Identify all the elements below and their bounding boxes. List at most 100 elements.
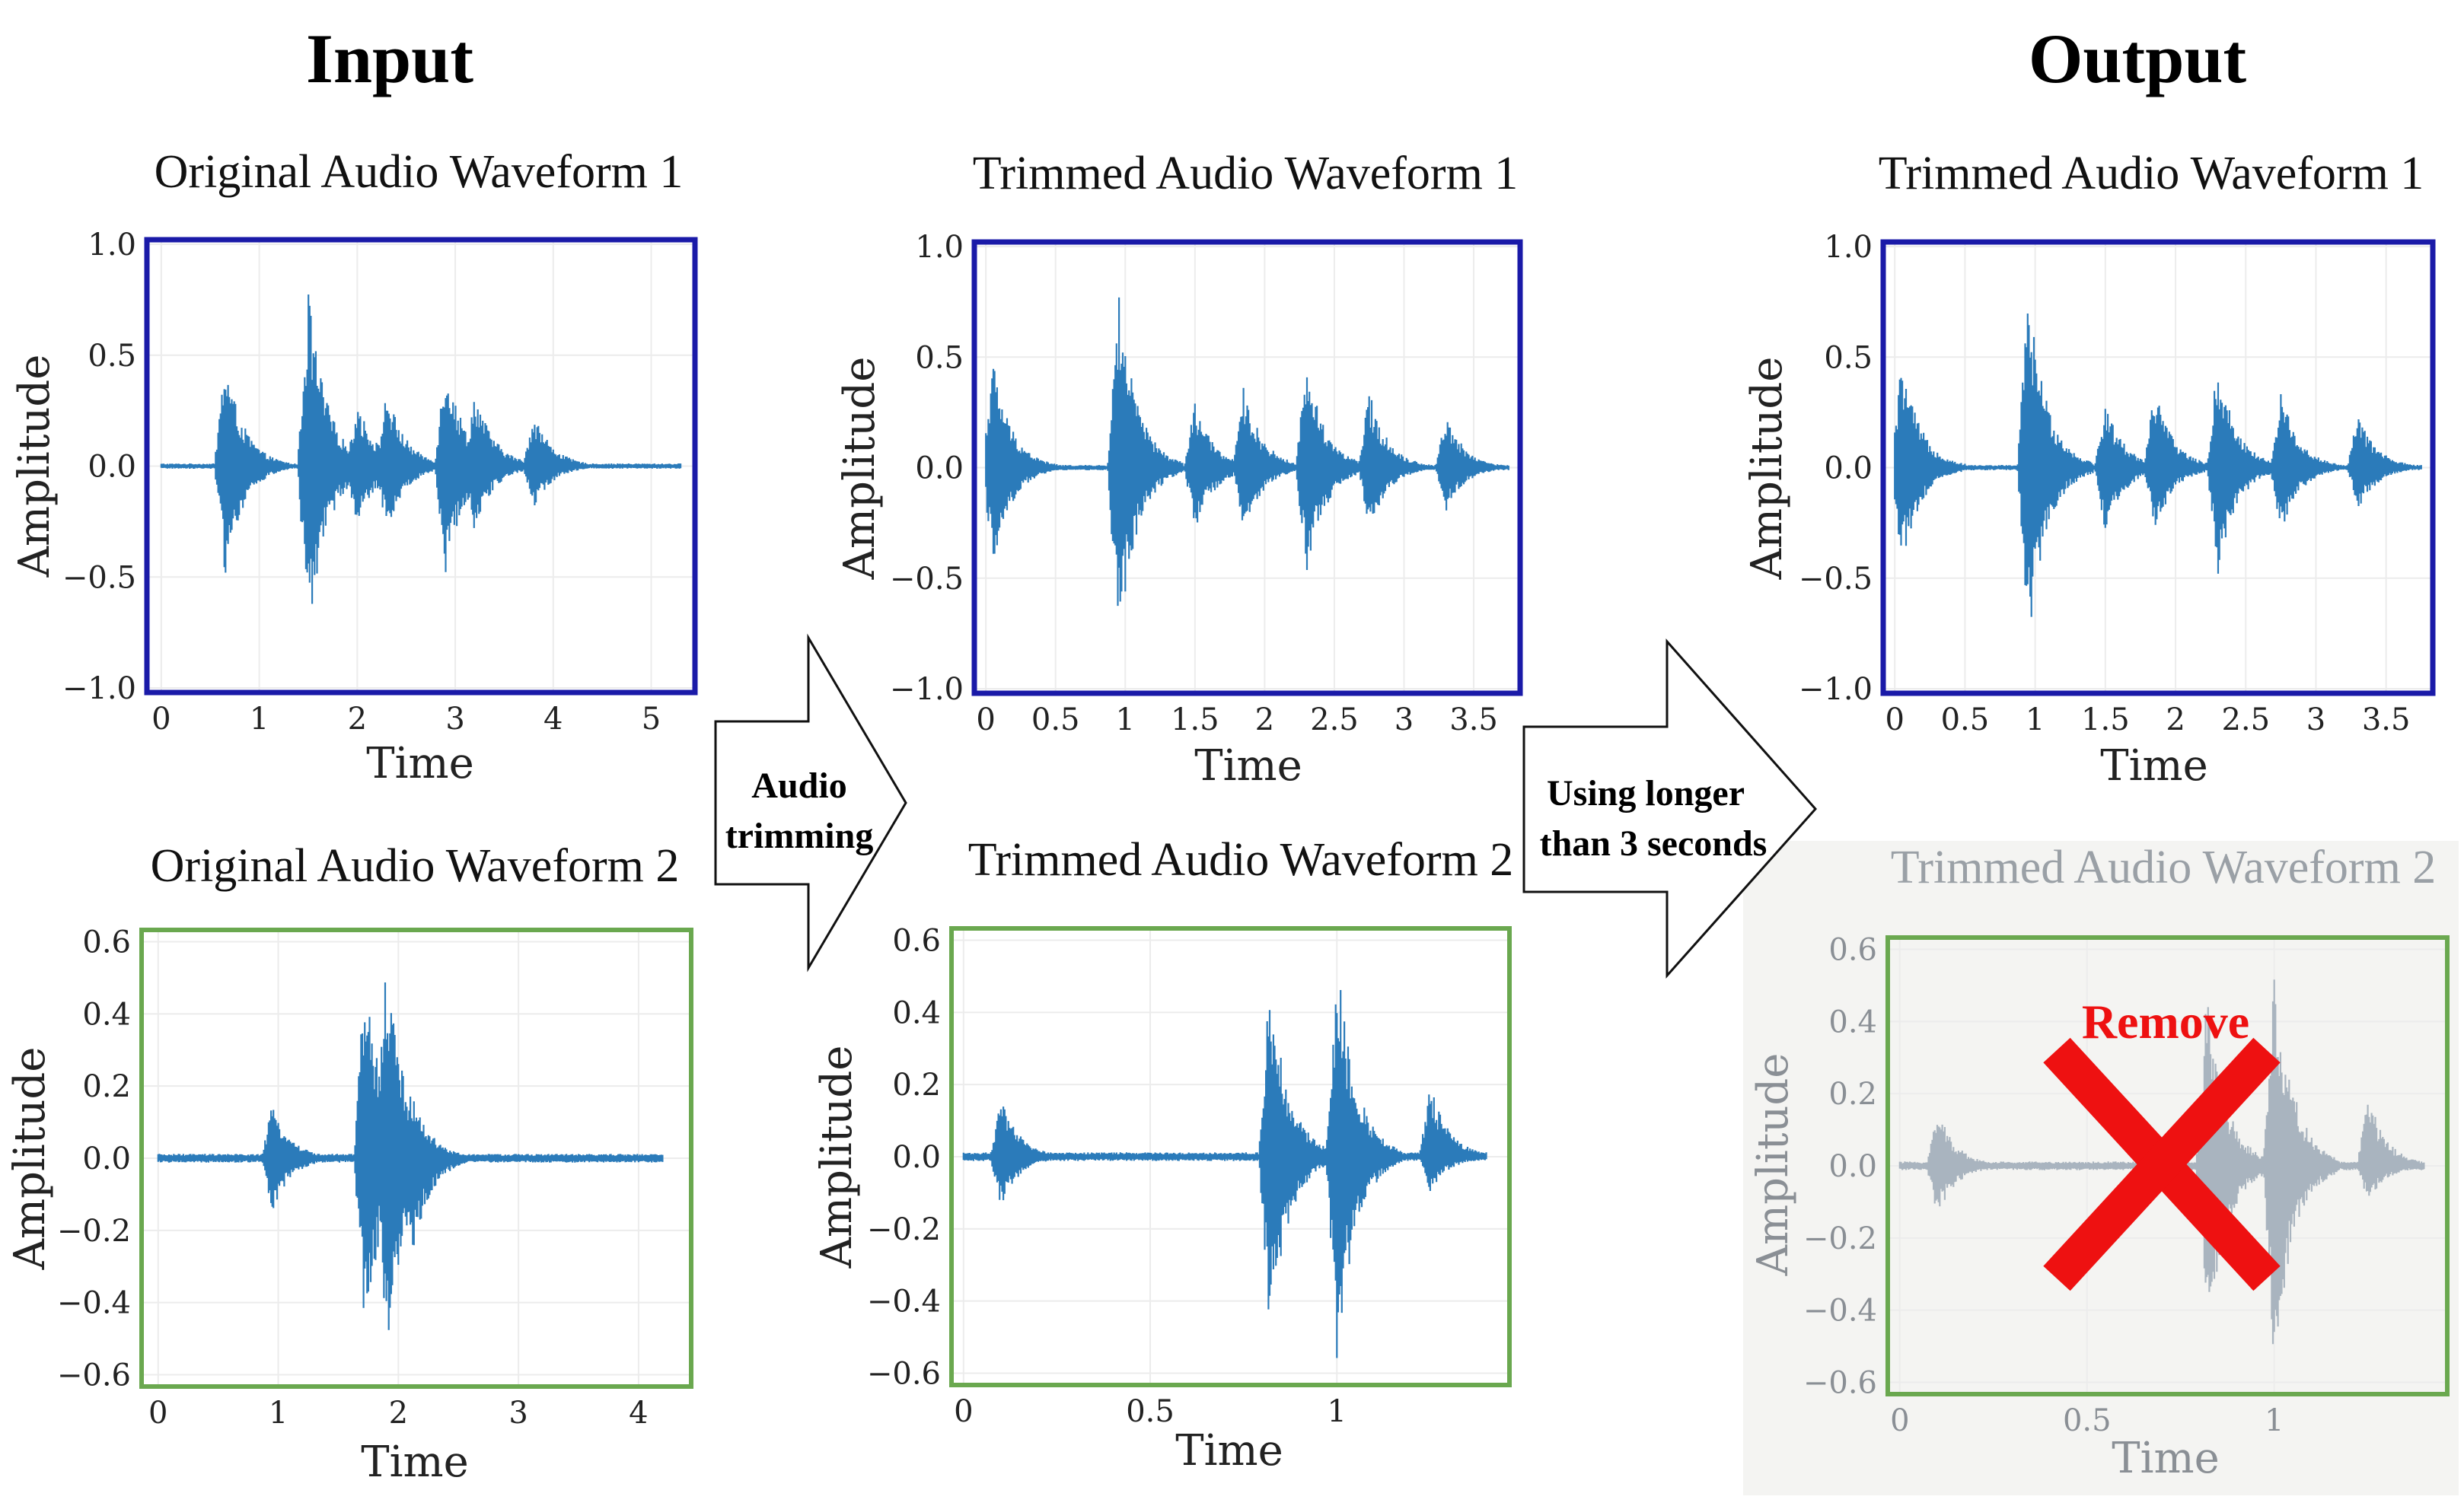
y-tick-label: −0.4 — [867, 1285, 941, 1320]
x-axis-ticks: 0 0.5 1 1.5 2 2.5 3 3.5 — [976, 702, 1497, 737]
y-axis-label: Amplitude — [5, 1047, 55, 1271]
waveform — [962, 990, 1487, 1358]
waveform — [985, 297, 1509, 607]
x-tick-label: 2 — [1255, 702, 1274, 737]
x-axis-label: Time — [361, 1438, 469, 1487]
y-axis-label: Amplitude — [10, 355, 59, 578]
x-tick-label: 2.5 — [1310, 702, 1359, 737]
y-tick-label: 0.2 — [1828, 1077, 1877, 1112]
y-tick-label: −0.6 — [1803, 1366, 1877, 1401]
x-tick-label: 0 — [954, 1394, 973, 1429]
y-axis-ticks: 0.6 0.4 0.2 0.0 −0.2 −0.4 −0.6 — [1803, 932, 1877, 1400]
arrow-label-line1: Audio — [751, 766, 846, 806]
y-tick-label: −0.5 — [1799, 562, 1873, 597]
y-tick-label: 0.6 — [892, 923, 941, 958]
y-tick-label: 0.4 — [1828, 1005, 1877, 1040]
x-tick-label: 2.5 — [2221, 702, 2270, 737]
y-tick-label: 0.0 — [82, 1141, 131, 1176]
x-tick-label: 4 — [629, 1396, 648, 1431]
plot-frame — [139, 928, 693, 1389]
x-tick-label: 0 — [151, 702, 171, 737]
plot-frame — [144, 237, 698, 696]
x-tick-label: 1 — [2026, 702, 2045, 737]
arrow-label-line2: than 3 seconds — [1540, 823, 1768, 864]
y-axis-ticks: 0.6 0.4 0.2 0.0 −0.2 −0.4 −0.6 — [57, 925, 131, 1393]
panel-trimmed-waveform-1-output: Trimmed Audio Waveform 1 1.0 0.5 0.0 −0.5 −1… — [1742, 148, 2436, 791]
y-tick-label: 1.0 — [88, 228, 136, 263]
x-tick-label: 5 — [642, 702, 661, 737]
output-header: Output — [2029, 20, 2247, 97]
waveform-trace — [1894, 314, 2422, 617]
x-tick-label: 2 — [389, 1396, 408, 1431]
y-tick-label: 0.4 — [82, 997, 131, 1032]
x-tick-label: 1 — [269, 1396, 288, 1431]
panel-title: Original Audio Waveform 2 — [151, 840, 680, 892]
plot-frame — [971, 239, 1523, 696]
plot-frame — [1885, 935, 2450, 1396]
y-tick-label: 0.5 — [1824, 340, 1873, 375]
y-tick-label: 0.5 — [88, 339, 136, 374]
y-axis-label: Amplitude — [812, 1046, 862, 1269]
x-tick-label: 3 — [2306, 702, 2325, 737]
y-tick-label: −0.2 — [57, 1214, 131, 1249]
y-tick-label: −0.2 — [1803, 1221, 1877, 1256]
panel-title: Trimmed Audio Waveform 1 — [973, 148, 1519, 199]
panel-title: Trimmed Audio Waveform 2 — [1891, 842, 2437, 893]
x-tick-label: 0 — [148, 1396, 167, 1431]
y-tick-label: −0.5 — [62, 560, 136, 595]
x-tick-label: 0.5 — [1941, 702, 1990, 737]
y-axis-ticks: 0.6 0.4 0.2 0.0 −0.2 −0.4 −0.6 — [867, 923, 941, 1391]
x-tick-label: 1 — [2265, 1403, 2284, 1438]
arrow-shape — [714, 633, 907, 973]
x-tick-label: 0.5 — [2063, 1403, 2112, 1438]
waveform — [157, 982, 664, 1330]
arrow-label-line1: Using longer — [1547, 773, 1745, 813]
y-tick-label: 0.0 — [915, 451, 964, 486]
y-tick-label: 0.5 — [915, 340, 964, 375]
y-tick-label: −0.6 — [867, 1357, 941, 1392]
x-tick-label: 1 — [1328, 1394, 1347, 1429]
y-tick-label: −0.2 — [867, 1212, 941, 1247]
x-axis-ticks: 0 1 2 3 4 5 — [151, 702, 661, 737]
x-tick-label: 0 — [976, 702, 995, 737]
x-tick-label: 3 — [1395, 702, 1414, 737]
y-axis-label: Amplitude — [835, 357, 885, 581]
arrow-audio-trimming: Audio trimming — [714, 633, 907, 973]
y-tick-label: 1.0 — [915, 230, 964, 265]
x-tick-label: 3 — [508, 1396, 528, 1431]
y-tick-label: 0.2 — [892, 1068, 941, 1103]
panel-original-waveform-1: Original Audio Waveform 1 1.0 0.5 0.0 −0.5 −… — [10, 146, 698, 788]
remove-mark: Remove — [2043, 995, 2281, 1291]
remove-label: Remove — [2082, 995, 2249, 1049]
waveform-trace — [157, 982, 664, 1330]
x-tick-label: 1 — [1116, 702, 1135, 737]
y-tick-label: 0.0 — [1824, 451, 1873, 486]
panel-trimmed-waveform-2-removed: Trimmed Audio Waveform 2 0.6 0.4 0.2 0.0 −0.… — [1748, 842, 2450, 1483]
x-axis-label: Time — [366, 739, 474, 788]
x-tick-label: 0 — [1885, 702, 1904, 737]
x-tick-label: 0.5 — [1031, 702, 1080, 737]
y-axis-ticks: 1.0 0.5 0.0 −0.5 −1.0 — [1799, 230, 1873, 707]
x-axis-ticks: 0 0.5 1 — [954, 1394, 1347, 1429]
x-tick-label: 1 — [250, 702, 269, 737]
x-axis-label: Time — [2100, 741, 2208, 791]
x-tick-label: 3.5 — [2362, 702, 2411, 737]
x-tick-label: 3 — [445, 702, 464, 737]
plot-frame — [1880, 239, 2436, 696]
waveform-trace — [985, 297, 1509, 607]
x-axis-ticks: 0 0.5 1 1.5 2 2.5 3 3.5 — [1885, 702, 2410, 737]
arrow-duration-filter: Using longer than 3 seconds — [1522, 638, 1818, 979]
panel-title: Trimmed Audio Waveform 1 — [1879, 148, 2424, 199]
plot-frame — [949, 926, 1512, 1387]
waveform-trace — [160, 295, 682, 604]
x-axis-ticks: 0 1 2 3 4 — [148, 1396, 649, 1431]
waveform-trace — [962, 990, 1487, 1358]
y-axis-ticks: 1.0 0.5 0.0 −0.5 −1.0 — [62, 228, 136, 706]
arrow-shape — [1522, 638, 1818, 979]
y-axis-label: Amplitude — [1742, 357, 1792, 581]
x-axis-ticks: 0 0.5 1 — [1890, 1403, 2284, 1438]
x-tick-label: 0.5 — [1126, 1394, 1175, 1429]
arrow-label-line2: trimming — [725, 816, 874, 856]
input-header: Input — [306, 20, 473, 97]
x-tick-label: 3.5 — [1449, 702, 1498, 737]
